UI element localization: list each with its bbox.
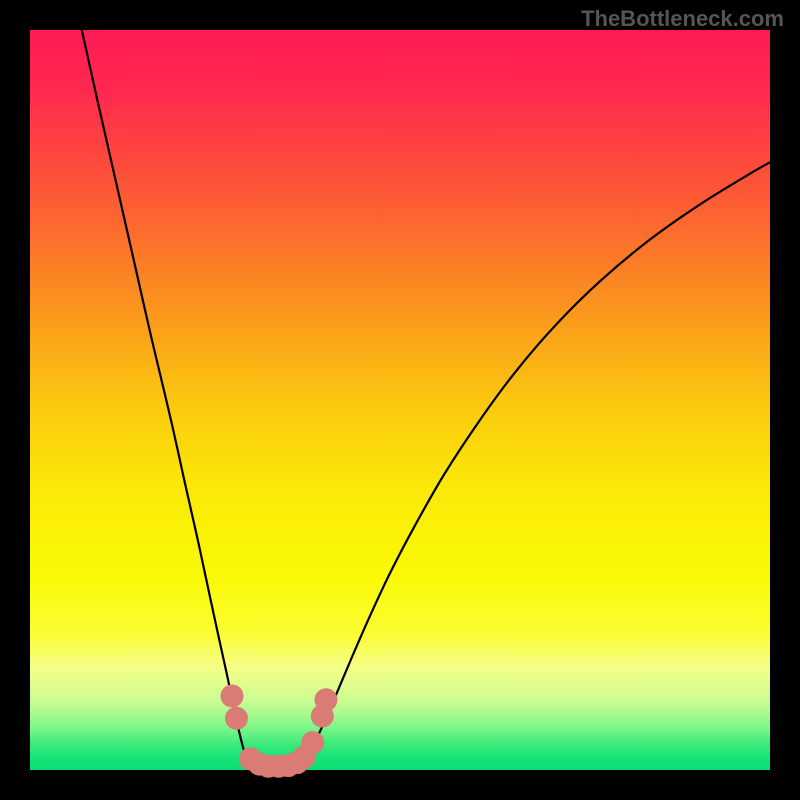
- watermark-text: TheBottleneck.com: [581, 6, 784, 32]
- chart-root: TheBottleneck.com: [0, 0, 800, 800]
- background-gradient: [30, 30, 770, 770]
